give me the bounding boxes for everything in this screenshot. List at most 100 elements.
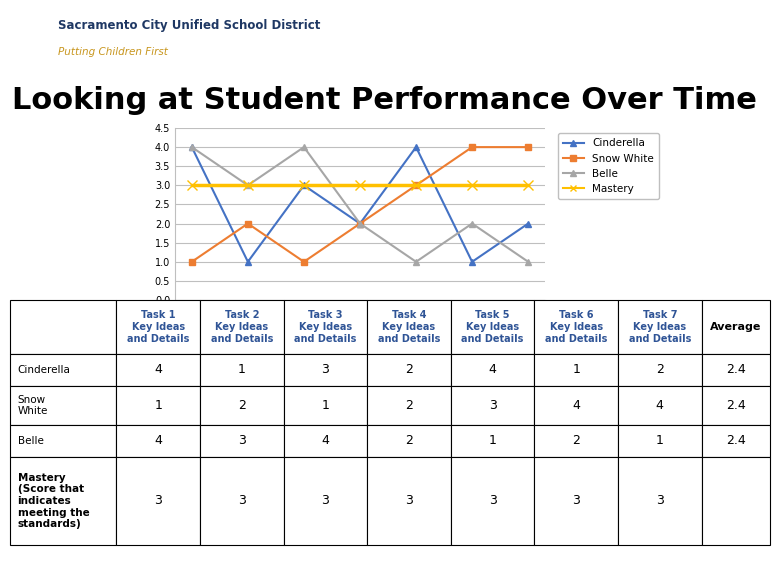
Bar bbox=[10, 354, 116, 386]
Snow White bbox=[467, 143, 477, 150]
Text: 4: 4 bbox=[321, 434, 330, 448]
Text: 1: 1 bbox=[488, 434, 497, 448]
Text: 2: 2 bbox=[405, 399, 413, 412]
Mastery bbox=[523, 182, 533, 189]
Bar bbox=[283, 386, 367, 425]
Bar bbox=[283, 300, 367, 354]
Text: 3: 3 bbox=[405, 494, 413, 507]
Bar bbox=[701, 386, 770, 425]
Text: 3: 3 bbox=[238, 434, 245, 448]
Mastery bbox=[355, 182, 365, 189]
Bar bbox=[618, 300, 701, 354]
Bar bbox=[618, 425, 701, 457]
Text: Task 7
Key Ideas
and Details: Task 7 Key Ideas and Details bbox=[628, 310, 691, 343]
Bar bbox=[618, 457, 701, 545]
Mastery bbox=[187, 182, 197, 189]
Belle bbox=[412, 258, 421, 265]
Text: 1: 1 bbox=[321, 399, 330, 412]
Text: 2: 2 bbox=[405, 363, 413, 376]
Bar bbox=[283, 457, 367, 545]
Snow White bbox=[243, 220, 252, 227]
Bar bbox=[283, 354, 367, 386]
Text: 2.4: 2.4 bbox=[726, 363, 745, 376]
Text: 3: 3 bbox=[238, 494, 245, 507]
Bar bbox=[10, 300, 116, 354]
Bar bbox=[618, 386, 701, 425]
Bar bbox=[450, 386, 534, 425]
Text: 1: 1 bbox=[572, 363, 580, 376]
Bar bbox=[450, 300, 534, 354]
Cinderella bbox=[412, 143, 421, 150]
Line: Cinderella: Cinderella bbox=[188, 143, 532, 266]
Text: 2: 2 bbox=[405, 434, 413, 448]
Bar bbox=[534, 457, 618, 545]
Text: Task 2
Key Ideas
and Details: Task 2 Key Ideas and Details bbox=[211, 310, 273, 343]
Cinderella bbox=[467, 258, 477, 265]
Text: 1: 1 bbox=[656, 434, 664, 448]
Bar bbox=[450, 354, 534, 386]
Snow White bbox=[412, 182, 421, 189]
Text: 3: 3 bbox=[321, 363, 330, 376]
Bar bbox=[10, 457, 116, 545]
Bar bbox=[116, 457, 200, 545]
Text: 4: 4 bbox=[488, 363, 497, 376]
Mastery bbox=[467, 182, 477, 189]
Text: 2: 2 bbox=[572, 434, 580, 448]
Cinderella bbox=[300, 182, 309, 189]
Mastery bbox=[300, 182, 309, 189]
Text: 3: 3 bbox=[572, 494, 580, 507]
Bar bbox=[200, 386, 283, 425]
Bar bbox=[534, 386, 618, 425]
Bar bbox=[701, 354, 770, 386]
Bar bbox=[450, 457, 534, 545]
Text: 3: 3 bbox=[321, 494, 330, 507]
Legend: Cinderella, Snow White, Belle, Mastery: Cinderella, Snow White, Belle, Mastery bbox=[557, 133, 659, 199]
Bar bbox=[367, 457, 450, 545]
Belle bbox=[355, 220, 365, 227]
Bar bbox=[200, 354, 283, 386]
Cinderella bbox=[523, 220, 533, 227]
Text: Task 4
Key Ideas
and Details: Task 4 Key Ideas and Details bbox=[378, 310, 440, 343]
Text: 2.4: 2.4 bbox=[726, 399, 745, 412]
Bar bbox=[534, 354, 618, 386]
Bar bbox=[701, 425, 770, 457]
Bar bbox=[618, 354, 701, 386]
Bar bbox=[367, 300, 450, 354]
Bar bbox=[200, 300, 283, 354]
Bar bbox=[116, 300, 200, 354]
Text: 3: 3 bbox=[154, 494, 162, 507]
Snow White bbox=[355, 220, 365, 227]
Text: 3: 3 bbox=[488, 399, 497, 412]
Text: 2.4: 2.4 bbox=[726, 434, 745, 448]
Bar bbox=[534, 300, 618, 354]
Mastery bbox=[243, 182, 252, 189]
Snow White bbox=[523, 143, 533, 150]
Bar bbox=[367, 354, 450, 386]
Bar bbox=[200, 425, 283, 457]
Belle bbox=[243, 182, 252, 189]
Text: Task 1
Key Ideas
and Details: Task 1 Key Ideas and Details bbox=[127, 310, 190, 343]
Line: Mastery: Mastery bbox=[187, 180, 533, 190]
Text: Task 5
Key Ideas
and Details: Task 5 Key Ideas and Details bbox=[461, 310, 524, 343]
Text: 4: 4 bbox=[656, 399, 664, 412]
Bar bbox=[116, 354, 200, 386]
Text: 1: 1 bbox=[154, 399, 162, 412]
Cinderella bbox=[355, 220, 365, 227]
Text: Belle: Belle bbox=[18, 436, 43, 446]
Text: 3: 3 bbox=[488, 494, 497, 507]
Bar bbox=[367, 425, 450, 457]
Mastery bbox=[412, 182, 421, 189]
Text: 4: 4 bbox=[154, 363, 162, 376]
Text: Task 3
Key Ideas
and Details: Task 3 Key Ideas and Details bbox=[294, 310, 357, 343]
Bar bbox=[116, 386, 200, 425]
Line: Snow White: Snow White bbox=[188, 143, 532, 266]
Bar bbox=[116, 425, 200, 457]
Belle bbox=[187, 143, 197, 150]
Text: 1: 1 bbox=[238, 363, 245, 376]
Bar bbox=[701, 300, 770, 354]
Belle bbox=[523, 258, 533, 265]
Bar bbox=[200, 457, 283, 545]
Text: 4: 4 bbox=[154, 434, 162, 448]
Cinderella bbox=[243, 258, 252, 265]
Text: Sacramento City Unified School District: Sacramento City Unified School District bbox=[58, 19, 320, 32]
